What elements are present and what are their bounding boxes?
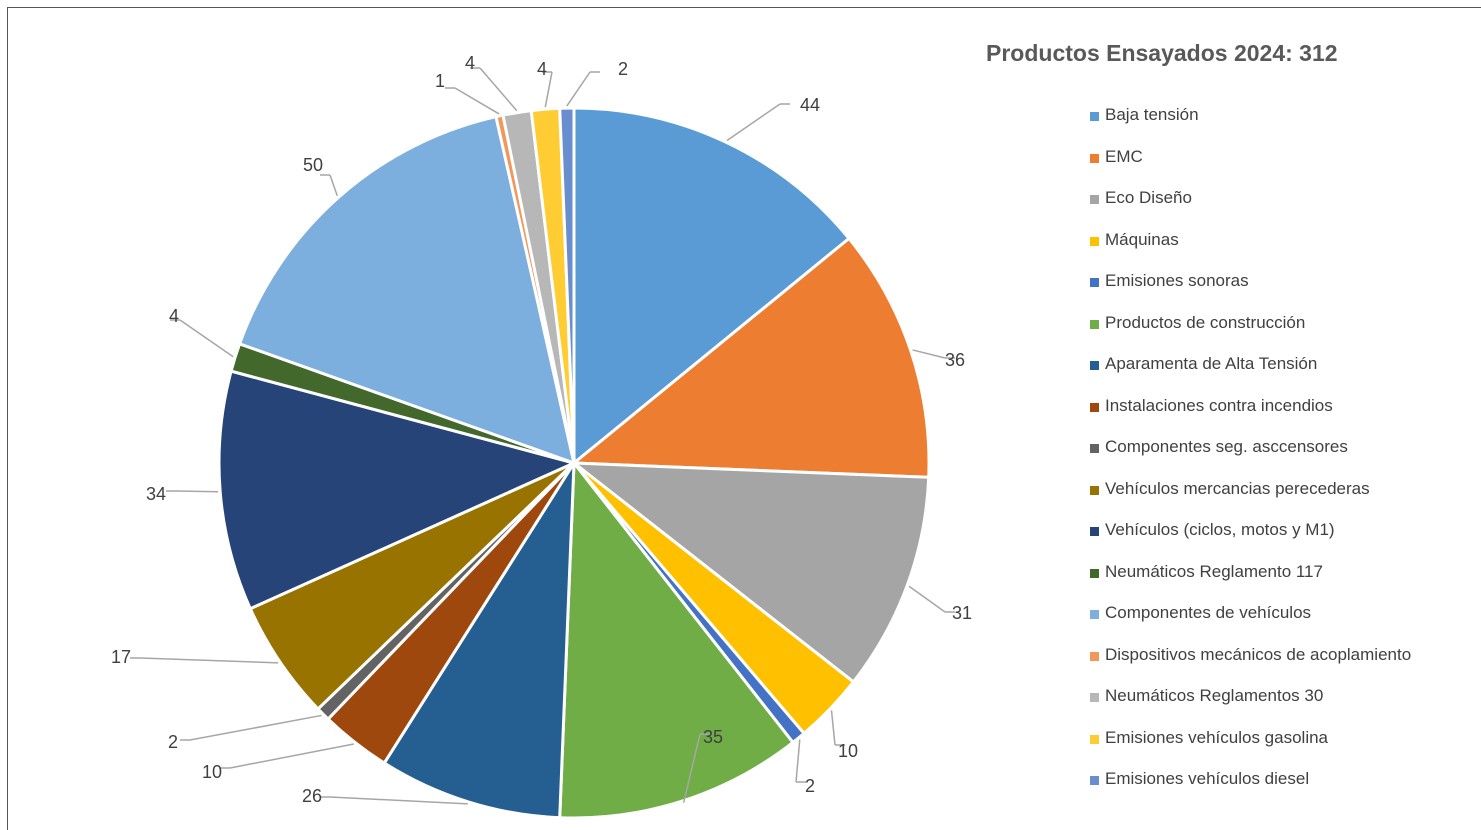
- legend-item: Emisiones vehículos gasolina: [1090, 728, 1470, 770]
- legend-label: Vehículos (ciclos, motos y M1): [1105, 520, 1335, 539]
- leader-line-9: [189, 714, 322, 741]
- legend-item: Vehículos (ciclos, motos y M1): [1090, 520, 1470, 562]
- legend-label: Baja tensión: [1105, 105, 1199, 124]
- data-label-11: 34: [146, 484, 166, 504]
- legend-label: Emisiones sonoras: [1105, 271, 1249, 290]
- legend-label: Dispositivos mecánicos de acoplamiento: [1105, 644, 1412, 664]
- legend-item: Máquinas: [1090, 230, 1470, 272]
- legend-label: Máquinas: [1105, 229, 1179, 249]
- legend-swatch: [1090, 236, 1099, 246]
- legend-swatch: [1090, 112, 1099, 121]
- data-label-9: 2: [168, 732, 178, 752]
- leader-line-1: [726, 103, 781, 142]
- leader-line-5: [795, 739, 801, 783]
- data-label-15: 4: [465, 53, 475, 73]
- pie-slice-7: [382, 457, 576, 820]
- leader-line-2: [912, 349, 946, 359]
- legend-item: Vehículos mercancias perecederas: [1090, 479, 1470, 521]
- data-label-13: 50: [303, 155, 323, 175]
- pie-slice-3: [569, 461, 931, 685]
- pie-slice-6: [558, 458, 796, 820]
- legend-swatch: [1090, 278, 1099, 287]
- leader-line-12: [179, 319, 234, 358]
- legend-item: Emisiones sonoras: [1090, 271, 1470, 313]
- legend-label: Componentes seg. asccensores: [1105, 437, 1348, 456]
- data-label-17: 2: [618, 59, 628, 79]
- legend-item: Componentes de vehículos: [1090, 603, 1470, 645]
- data-label-12: 4: [169, 306, 179, 326]
- legend-label: Vehículos mercancias perecederas: [1105, 478, 1370, 498]
- legend-swatch: [1090, 610, 1099, 619]
- data-label-1: 44: [800, 95, 820, 115]
- legend-swatch: [1090, 402, 1099, 412]
- data-label-16: 4: [537, 59, 547, 79]
- leader-line-6: [682, 733, 701, 803]
- legend-swatch: [1090, 361, 1099, 370]
- legend-swatch: [1090, 153, 1099, 163]
- legend-swatch: [1090, 195, 1099, 204]
- legend-item: Componentes seg. asccensores: [1090, 437, 1470, 479]
- legend-swatch: [1090, 568, 1099, 578]
- legend-swatch: [1090, 444, 1099, 453]
- legend-label: Emisiones vehículos diesel: [1105, 769, 1310, 788]
- legend-swatch: [1090, 776, 1099, 785]
- data-label-14: 1: [435, 71, 445, 91]
- data-label-5: 2: [805, 776, 815, 796]
- pie-slice-17: [558, 106, 576, 464]
- pie-slice-13: [237, 114, 577, 466]
- legend-label: Eco Diseño: [1105, 188, 1192, 207]
- data-label-4: 10: [838, 741, 858, 761]
- data-label-10: 17: [111, 647, 131, 667]
- legend-swatch: [1090, 734, 1099, 744]
- data-label-6: 35: [703, 727, 723, 747]
- legend-swatch: [1090, 527, 1099, 536]
- pie-slices: [217, 106, 931, 820]
- legend-item: Neumáticos Reglamento 117: [1090, 562, 1470, 604]
- leader-line-14: [454, 87, 500, 115]
- legend-swatch: [1090, 485, 1099, 495]
- data-label-8: 10: [202, 762, 222, 782]
- legend-label: Neumáticos Reglamentos 30: [1105, 686, 1324, 705]
- legend-item: Instalaciones contra incendios: [1090, 396, 1470, 438]
- leader-line-15: [479, 67, 518, 112]
- legend-label: Instalaciones contra incendios: [1105, 395, 1333, 415]
- legend-swatch: [1090, 651, 1099, 661]
- data-label-2: 36: [945, 350, 965, 370]
- legend-swatch: [1090, 693, 1099, 702]
- leader-line-3: [908, 585, 946, 613]
- legend-item: Productos de construcción: [1090, 313, 1470, 355]
- legend-label: Productos de construcción: [1105, 312, 1306, 332]
- leader-line-8: [229, 743, 354, 769]
- leader-line-10: [139, 657, 279, 664]
- legend-item: Eco Diseño: [1090, 188, 1470, 230]
- pie-slice-2: [569, 236, 931, 479]
- legend-item: Neumáticos Reglamentos 30: [1090, 686, 1470, 728]
- legend-item: Dispositivos mecánicos de acoplamiento: [1090, 645, 1470, 687]
- legend-label: Neumáticos Reglamento 117: [1105, 561, 1323, 581]
- pie-slice-11: [217, 369, 579, 611]
- legend-label: Emisiones vehículos gasolina: [1105, 727, 1329, 747]
- leader-lines: [130, 67, 955, 805]
- leader-line-7: [329, 796, 468, 805]
- legend-swatch: [1090, 319, 1099, 329]
- pie-slice-1: [572, 106, 852, 467]
- legend-item: Aparamenta de Alta Tensión: [1090, 354, 1470, 396]
- legend-item: EMC: [1090, 147, 1470, 189]
- legend: Baja tensión EMC Eco Diseño Máquinas Emision…: [1090, 105, 1470, 811]
- data-label-7: 26: [302, 786, 322, 806]
- leader-line-17: [566, 71, 591, 107]
- data-label-3: 31: [952, 603, 972, 623]
- legend-item: Baja tensión: [1090, 105, 1470, 147]
- leader-line-13: [329, 174, 338, 197]
- leader-line-11: [175, 490, 219, 493]
- leader-line-16: [544, 71, 553, 108]
- leader-line-4: [830, 710, 836, 746]
- legend-item: Emisiones vehículos diesel: [1090, 769, 1470, 811]
- legend-label: Componentes de vehículos: [1105, 603, 1312, 622]
- legend-label: Aparamenta de Alta Tensión: [1105, 354, 1318, 373]
- legend-label: EMC: [1105, 146, 1143, 166]
- chart-title: Productos Ensayados 2024: 312: [986, 40, 1338, 66]
